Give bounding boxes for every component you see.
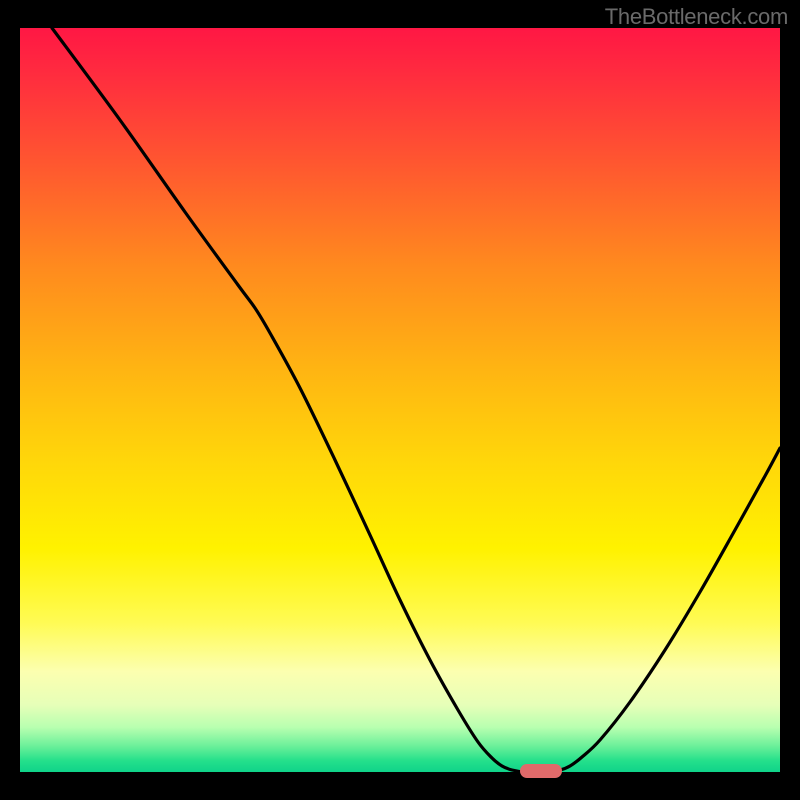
bottleneck-chart [0,0,800,800]
optimal-point-marker [520,764,562,778]
watermark-text: TheBottleneck.com [605,4,788,30]
chart-container: TheBottleneck.com [0,0,800,800]
